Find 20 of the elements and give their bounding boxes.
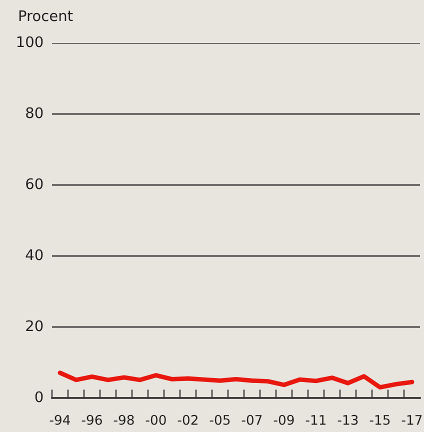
- y-tick-label: 60: [26, 178, 43, 190]
- x-tick-label: -07: [242, 414, 262, 425]
- y-axis-title: Procent: [19, 10, 73, 22]
- y-tick-label: 100: [17, 36, 43, 48]
- x-tick-label: -09: [274, 414, 294, 425]
- x-tick-label: -15: [370, 415, 390, 425]
- x-tick-label: -11: [306, 415, 326, 425]
- x-tick-label: -94: [50, 414, 70, 425]
- x-tick-label: -17: [402, 415, 422, 425]
- x-tick-label: -13: [338, 414, 358, 425]
- line-series: [58, 370, 414, 390]
- x-tick-label: -05: [210, 414, 230, 425]
- y-tick-label: 20: [26, 320, 43, 332]
- y-tick-label: 40: [26, 249, 43, 260]
- x-tick-label: -02: [178, 414, 198, 425]
- y-tick-label: 80: [26, 107, 43, 118]
- x-tick-label: -96: [82, 414, 102, 425]
- x-tick-label: -00: [146, 414, 166, 425]
- y-tick-label: 0: [35, 391, 43, 402]
- x-tick-label: -98: [114, 414, 134, 425]
